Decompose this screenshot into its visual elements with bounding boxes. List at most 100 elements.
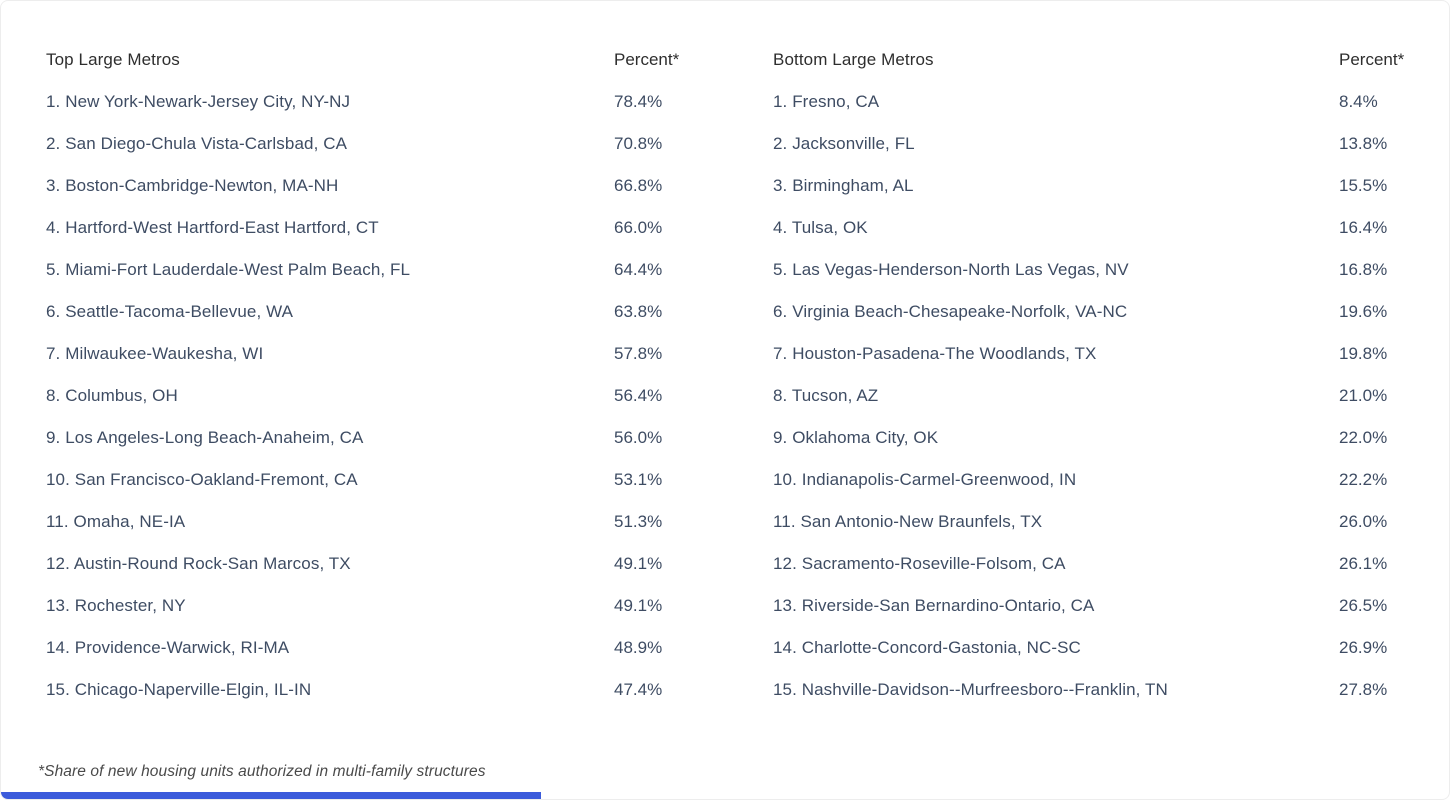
metro-label: 14. Charlotte-Concord-Gastonia, NC-SC	[773, 638, 1081, 657]
table-row: 2. San Diego-Chula Vista-Carlsbad, CA 70.…	[46, 123, 706, 165]
metro-percent: 26.1%	[1339, 554, 1388, 573]
metro-percent: 19.6%	[1339, 302, 1388, 321]
metro-percent: 8.4%	[1339, 92, 1378, 111]
metro-percent: 56.0%	[614, 428, 663, 447]
metro-percent: 66.0%	[614, 218, 663, 237]
metro-label: 13. Rochester, NY	[46, 596, 186, 615]
metro-label: 12. Austin-Round Rock-San Marcos, TX	[46, 554, 351, 573]
metro-percent: 53.1%	[614, 470, 663, 489]
table-row: 14. Providence-Warwick, RI-MA 48.9%	[46, 627, 706, 669]
table-row: 15. Chicago-Naperville-Elgin, IL-IN 47.4%	[46, 669, 706, 711]
metro-label: 5. Las Vegas-Henderson-North Las Vegas, …	[773, 260, 1129, 279]
table-row: 3. Birmingham, AL 15.5%	[773, 165, 1406, 207]
metro-label: 2. San Diego-Chula Vista-Carlsbad, CA	[46, 134, 348, 153]
metro-percent: 26.9%	[1339, 638, 1388, 657]
percent-column-header: Percent*	[1339, 50, 1405, 69]
table-row: 5. Miami-Fort Lauderdale-West Palm Beach…	[46, 249, 706, 291]
metro-label: 1. Fresno, CA	[773, 92, 880, 111]
metro-percent: 56.4%	[614, 386, 663, 405]
table-row: 2. Jacksonville, FL 13.8%	[773, 123, 1406, 165]
metro-label: 9. Los Angeles-Long Beach-Anaheim, CA	[46, 428, 364, 447]
metro-percent: 51.3%	[614, 512, 663, 531]
table-header-row: Top Large Metros Percent*	[46, 39, 706, 81]
metro-label: 11. Omaha, NE-IA	[46, 512, 186, 531]
metro-label: 1. New York-Newark-Jersey City, NY-NJ	[46, 92, 351, 111]
metro-percent: 27.8%	[1339, 680, 1388, 699]
metro-label: 15. Nashville-Davidson--Murfreesboro--Fr…	[773, 680, 1168, 699]
table-row: 6. Seattle-Tacoma-Bellevue, WA 63.8%	[46, 291, 706, 333]
table-row: 12. Austin-Round Rock-San Marcos, TX 49.1…	[46, 543, 706, 585]
table-row: 7. Houston-Pasadena-The Woodlands, TX 19.…	[773, 333, 1406, 375]
table-row: 15. Nashville-Davidson--Murfreesboro--Fr…	[773, 669, 1406, 711]
metro-label: 7. Milwaukee-Waukesha, WI	[46, 344, 264, 363]
table-row: 5. Las Vegas-Henderson-North Las Vegas, …	[773, 249, 1406, 291]
table-row: 9. Los Angeles-Long Beach-Anaheim, CA 56.…	[46, 417, 706, 459]
metro-percent: 19.8%	[1339, 344, 1388, 363]
metro-label: 8. Tucson, AZ	[773, 386, 879, 405]
metro-percent: 47.4%	[614, 680, 663, 699]
metro-percent: 21.0%	[1339, 386, 1388, 405]
table-row: 3. Boston-Cambridge-Newton, MA-NH 66.8%	[46, 165, 706, 207]
metro-label: 4. Tulsa, OK	[773, 218, 868, 237]
metro-label: 10. Indianapolis-Carmel-Greenwood, IN	[773, 470, 1077, 489]
table-row: 8. Tucson, AZ 21.0%	[773, 375, 1406, 417]
metro-percent: 70.8%	[614, 134, 663, 153]
metro-label: 10. San Francisco-Oakland-Fremont, CA	[46, 470, 358, 489]
metro-percent: 66.8%	[614, 176, 663, 195]
metro-percent: 22.2%	[1339, 470, 1388, 489]
bottom-large-metros-table: Bottom Large Metros Percent* 1. Fresno, …	[773, 39, 1406, 711]
table-row: 8. Columbus, OH 56.4%	[46, 375, 706, 417]
metro-label: 6. Seattle-Tacoma-Bellevue, WA	[46, 302, 294, 321]
metro-label: 11. San Antonio-New Braunfels, TX	[773, 512, 1043, 531]
table-row: 4. Tulsa, OK 16.4%	[773, 207, 1406, 249]
metro-label: 8. Columbus, OH	[46, 386, 178, 405]
table-row: 9. Oklahoma City, OK 22.0%	[773, 417, 1406, 459]
metro-percent: 63.8%	[614, 302, 663, 321]
metro-label: 9. Oklahoma City, OK	[773, 428, 939, 447]
percent-column-header: Percent*	[614, 50, 680, 69]
metro-percent: 16.4%	[1339, 218, 1388, 237]
metro-percent: 13.8%	[1339, 134, 1388, 153]
table-row: 1. New York-Newark-Jersey City, NY-NJ 78.…	[46, 81, 706, 123]
metro-percent: 64.4%	[614, 260, 663, 279]
metro-label: 13. Riverside-San Bernardino-Ontario, CA	[773, 596, 1095, 615]
tables-container: Top Large Metros Percent* 1. New York-Ne…	[1, 1, 1449, 711]
metro-percent: 49.1%	[614, 554, 663, 573]
table-row: 1. Fresno, CA 8.4%	[773, 81, 1406, 123]
metro-label: 7. Houston-Pasadena-The Woodlands, TX	[773, 344, 1097, 363]
metro-percent: 48.9%	[614, 638, 663, 657]
bottom-metros-rows: 1. Fresno, CA 8.4% 2. Jacksonville, FL 13.8…	[773, 81, 1406, 711]
top-metros-header: Top Large Metros	[46, 50, 180, 69]
metro-label: 12. Sacramento-Roseville-Folsom, CA	[773, 554, 1066, 573]
metro-percent: 22.0%	[1339, 428, 1388, 447]
footnote: *Share of new housing units authorized i…	[38, 763, 486, 780]
metro-label: 6. Virginia Beach-Chesapeake-Norfolk, VA…	[773, 302, 1128, 321]
table-row: 11. Omaha, NE-IA 51.3%	[46, 501, 706, 543]
bottom-metros-header: Bottom Large Metros	[773, 50, 934, 69]
bottom-accent-bar	[1, 792, 541, 799]
metro-percent: 15.5%	[1339, 176, 1388, 195]
metro-label: 3. Boston-Cambridge-Newton, MA-NH	[46, 176, 339, 195]
table-row: 4. Hartford-West Hartford-East Hartford,…	[46, 207, 706, 249]
table-row: 10. Indianapolis-Carmel-Greenwood, IN 22.…	[773, 459, 1406, 501]
table-row: 11. San Antonio-New Braunfels, TX 26.0%	[773, 501, 1406, 543]
table-row: 7. Milwaukee-Waukesha, WI 57.8%	[46, 333, 706, 375]
top-metros-rows: 1. New York-Newark-Jersey City, NY-NJ 78.…	[46, 81, 706, 711]
table-row: 13. Riverside-San Bernardino-Ontario, CA…	[773, 585, 1406, 627]
top-large-metros-table: Top Large Metros Percent* 1. New York-Ne…	[46, 39, 706, 711]
metro-percent: 26.0%	[1339, 512, 1388, 531]
metro-label: 3. Birmingham, AL	[773, 176, 914, 195]
metro-label: 14. Providence-Warwick, RI-MA	[46, 638, 290, 657]
metro-label: 15. Chicago-Naperville-Elgin, IL-IN	[46, 680, 312, 699]
metro-percent: 57.8%	[614, 344, 663, 363]
metro-percent: 26.5%	[1339, 596, 1388, 615]
table-row: 14. Charlotte-Concord-Gastonia, NC-SC 26.…	[773, 627, 1406, 669]
metro-percent: 49.1%	[614, 596, 663, 615]
table-row: 10. San Francisco-Oakland-Fremont, CA 53.…	[46, 459, 706, 501]
table-row: 13. Rochester, NY 49.1%	[46, 585, 706, 627]
table-row: 6. Virginia Beach-Chesapeake-Norfolk, VA…	[773, 291, 1406, 333]
metro-label: 5. Miami-Fort Lauderdale-West Palm Beach…	[46, 260, 411, 279]
metro-label: 2. Jacksonville, FL	[773, 134, 915, 153]
table-row: 12. Sacramento-Roseville-Folsom, CA 26.1%	[773, 543, 1406, 585]
